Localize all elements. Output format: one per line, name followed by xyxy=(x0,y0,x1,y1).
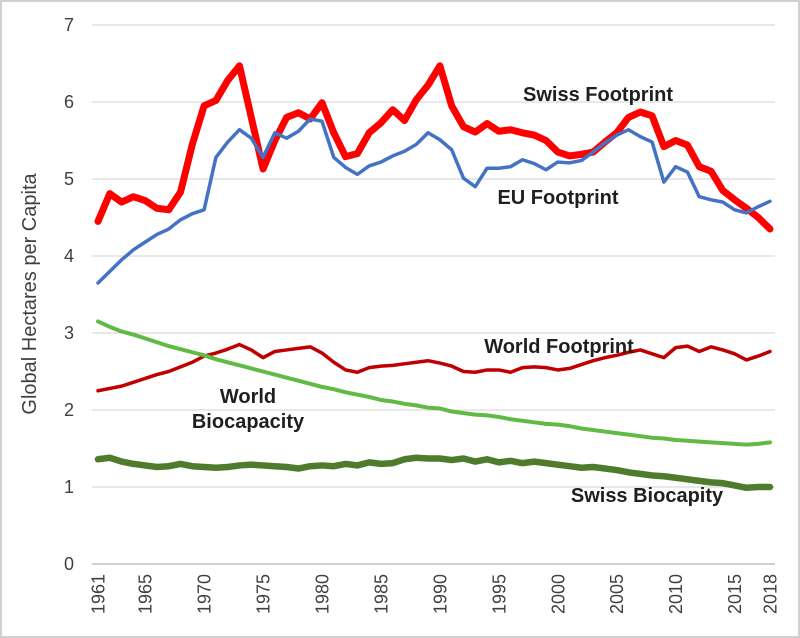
x-tick-label-1965: 1965 xyxy=(136,574,156,614)
y-axis-title: Global Hectares per Capita xyxy=(19,173,41,415)
y-tick-label-0: 0 xyxy=(64,554,74,574)
line-world-footprint xyxy=(96,342,772,393)
swiss-footprint-label: Swiss Footprint xyxy=(523,84,673,106)
line-eu-footprint xyxy=(96,117,772,285)
x-axis-tick-labels: 1961 1965 1970 1975 1980 1985 1990 1995 2000 2005… xyxy=(89,574,781,614)
x-tick-label-1980: 1980 xyxy=(313,574,333,614)
x-tick-label-2018: 2018 xyxy=(761,574,781,614)
x-tick-label-1985: 1985 xyxy=(371,574,391,614)
y-tick-label-2: 2 xyxy=(64,400,74,420)
y-tick-label-4: 4 xyxy=(64,246,74,266)
x-tick-label-1990: 1990 xyxy=(430,574,450,614)
line-world-biocapacity xyxy=(96,319,772,447)
x-tick-label-2000: 2000 xyxy=(548,574,568,614)
x-tick-label-2010: 2010 xyxy=(666,574,686,614)
series-annotations: Swiss Footprint EU Footprint World Footpri… xyxy=(192,84,724,507)
line-swiss-biocapacity xyxy=(94,454,774,492)
y-tick-label-3: 3 xyxy=(64,323,74,343)
y-tick-label-7: 7 xyxy=(64,15,74,35)
x-tick-label-2005: 2005 xyxy=(607,574,627,614)
y-axis-tick-labels: 0 1 2 3 4 5 6 7 xyxy=(64,15,74,574)
x-tick-label-1995: 1995 xyxy=(489,574,509,614)
x-tick-label-2015: 2015 xyxy=(725,574,745,614)
y-tick-label-1: 1 xyxy=(64,477,74,497)
world-biocapacity-label-line2: Biocapacity xyxy=(192,411,305,433)
world-footprint-label: World Footprint xyxy=(484,336,634,358)
x-tick-label-1975: 1975 xyxy=(254,574,274,614)
y-tick-label-6: 6 xyxy=(64,92,74,112)
series-lines xyxy=(94,62,774,492)
eu-footprint-label: EU Footprint xyxy=(497,187,618,209)
world-biocapacity-label-line1: World xyxy=(220,386,276,408)
line-swiss-footprint xyxy=(94,62,774,233)
swiss-biocapacity-label: Swiss Biocapity xyxy=(571,485,724,507)
y-tick-label-5: 5 xyxy=(64,169,74,189)
x-tick-label-1961: 1961 xyxy=(89,574,109,614)
x-tick-label-1970: 1970 xyxy=(195,574,215,614)
